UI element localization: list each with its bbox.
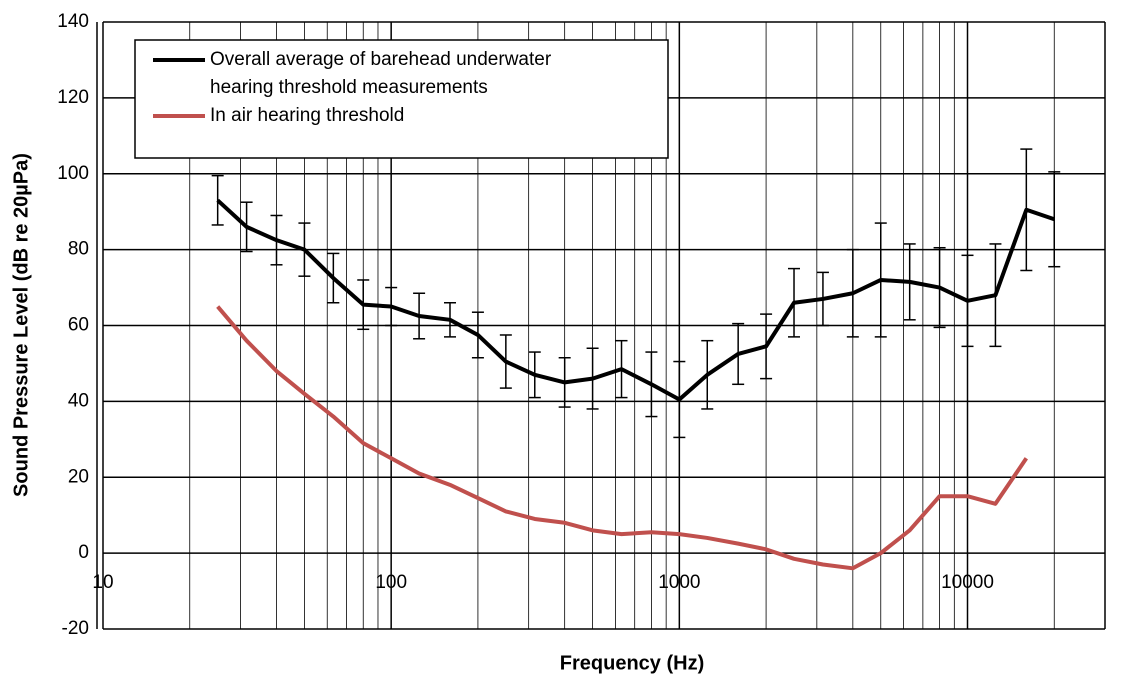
- series-line: [216, 305, 1028, 571]
- x-tick-label: 10000: [941, 572, 994, 593]
- x-tick-label: 100: [375, 572, 407, 593]
- y-tick-label: 120: [57, 87, 89, 108]
- y-tick-label: 20: [68, 466, 89, 487]
- legend-line: In air hearing threshold: [210, 105, 404, 126]
- y-tick-label: -20: [62, 618, 89, 639]
- y-axis-label: Sound Pressure Level (dB re 20µPa): [10, 153, 32, 497]
- x-axis-label: Frequency (Hz): [560, 652, 704, 674]
- y-tick-label: 40: [68, 390, 89, 411]
- legend-label: Overall average of barehead underwater he…: [210, 49, 552, 98]
- y-tick-label: 0: [78, 542, 89, 563]
- y-tick-label: 100: [57, 163, 89, 184]
- legend-line: Overall average of barehead underwater: [210, 49, 552, 70]
- y-tick-label: 80: [68, 239, 89, 260]
- y-tick-label: 140: [57, 11, 89, 32]
- series-line: [216, 198, 1055, 402]
- legend-line: hearing threshold measurements: [210, 77, 488, 98]
- x-tick-label: 10: [92, 572, 113, 593]
- x-tick-label: 1000: [658, 572, 700, 593]
- y-tick-label: 60: [68, 315, 89, 336]
- legend-label: In air hearing threshold: [210, 105, 404, 126]
- legend-box: [134, 39, 669, 159]
